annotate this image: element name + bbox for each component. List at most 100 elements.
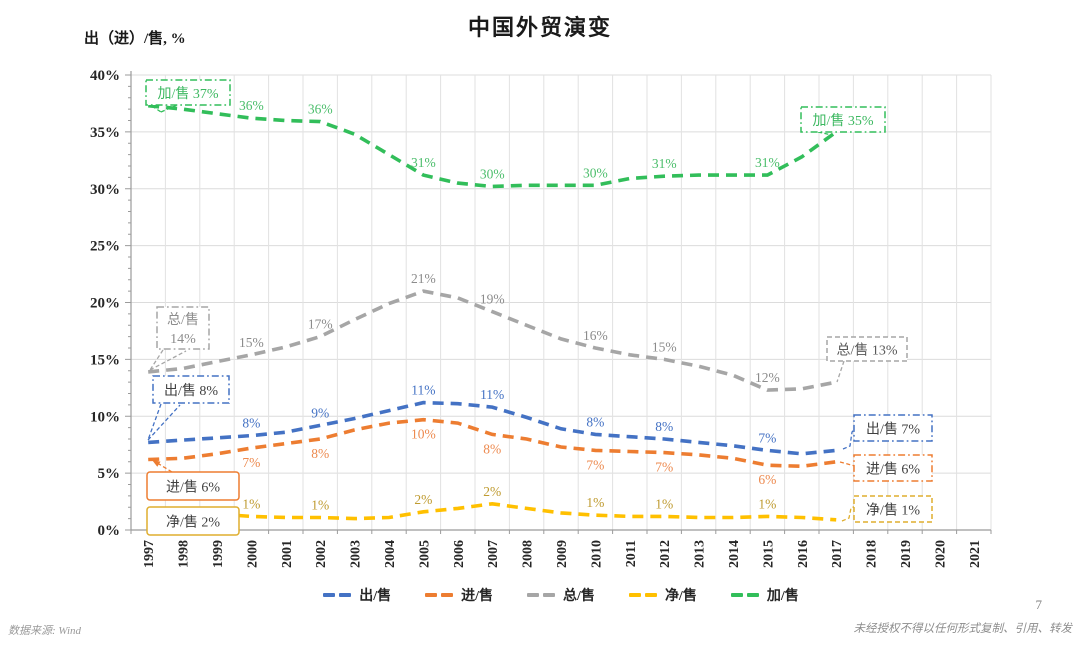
x-tick-label: 2012 <box>658 540 673 568</box>
y-tick-label: 5% <box>98 466 121 482</box>
legend-item-净/售: 净/售 <box>628 585 697 605</box>
point-label: 9% <box>311 405 329 420</box>
legend-label: 出/售 <box>359 589 392 604</box>
y-tick-label: 0% <box>98 523 121 539</box>
callout-leader <box>836 360 845 383</box>
callout-box <box>146 506 240 536</box>
x-tick-label: 2013 <box>693 540 708 568</box>
series-line-出/售 <box>148 400 837 456</box>
legend-label: 净/售 <box>664 589 697 604</box>
x-tick-label: 2016 <box>796 540 811 568</box>
legend-dash-icon <box>730 593 759 597</box>
point-label: 8% <box>311 446 329 461</box>
series-line-净/售 <box>148 501 837 522</box>
point-label: 31% <box>755 155 780 170</box>
legend-dash-segment <box>441 593 454 597</box>
point-label: 1% <box>655 496 673 511</box>
callout-label: 总/售 13% <box>836 343 897 359</box>
point-label: 10% <box>411 427 436 442</box>
x-tick-label: 2017 <box>830 540 845 568</box>
x-tick-label: 2011 <box>624 540 639 567</box>
y-tick-label: 35% <box>90 125 120 141</box>
legend-dash-segment <box>527 593 540 597</box>
legend: 出/售 进/售 总/售 净/售 加/售 <box>131 585 991 605</box>
callout-leader <box>147 404 181 441</box>
point-label: 12% <box>755 370 780 385</box>
y-tick-label: 40% <box>90 68 120 84</box>
legend-dash-segment <box>628 593 641 597</box>
point-label: 1% <box>311 497 329 512</box>
callout-box <box>853 454 933 482</box>
point-label: 17% <box>308 317 333 332</box>
callout-label: 出/售 7% <box>866 422 920 438</box>
callout-box <box>152 375 230 404</box>
callout-box <box>156 306 210 350</box>
legend-dash-segment <box>339 593 352 597</box>
callout-box <box>146 471 240 501</box>
point-label: 2% <box>483 484 501 499</box>
point-label: 8% <box>655 419 673 434</box>
y-tick-label: 15% <box>90 352 120 368</box>
point-label: 8% <box>242 416 260 431</box>
callout-label: 进/售 6% <box>866 462 920 478</box>
x-tick-label: 2015 <box>761 540 776 568</box>
x-tick-label: 2008 <box>521 540 536 568</box>
legend-dash-icon <box>628 593 657 597</box>
chart-title: 中国外贸演变 <box>467 15 612 40</box>
series-line-加/售 <box>148 103 838 189</box>
point-label: 7% <box>758 430 776 445</box>
y-tick-label: 10% <box>90 409 120 425</box>
point-label: 36% <box>239 98 264 113</box>
x-tick-label: 2018 <box>865 540 880 568</box>
legend-dash-icon <box>323 593 352 597</box>
legend-dash-segment <box>543 593 556 597</box>
x-tick-label: 2006 <box>452 540 467 568</box>
y-tick-label: 30% <box>90 182 120 198</box>
point-label: 8% <box>483 441 501 456</box>
callout-label: 净/售 1% <box>866 503 920 519</box>
point-label: 31% <box>411 155 436 170</box>
page-number: 7 <box>1035 597 1043 612</box>
legend-dash-segment <box>644 593 657 597</box>
legend-dash-segment <box>323 593 336 597</box>
callout-box <box>826 336 908 362</box>
legend-item-出/售: 出/售 <box>323 585 391 605</box>
legend-item-加/售: 加/售 <box>730 585 799 605</box>
x-tick-label: 1997 <box>142 540 157 568</box>
legend-item-进/售: 进/售 <box>425 585 493 605</box>
x-tick-label: 2020 <box>933 540 948 568</box>
legend-dash-icon <box>425 593 454 597</box>
callout-leader <box>153 460 173 473</box>
point-label: 2% <box>414 492 432 507</box>
point-label: 7% <box>586 457 604 472</box>
point-label: 36% <box>308 102 333 117</box>
x-tick-label: 2000 <box>245 540 260 568</box>
legend-dash-segment <box>746 593 759 597</box>
point-label: 19% <box>480 292 505 307</box>
point-label: 31% <box>652 156 677 171</box>
callout-label: 加/售 35% <box>812 113 873 129</box>
point-label: 11% <box>480 387 504 402</box>
point-label: 11% <box>411 383 435 398</box>
x-tick-label: 2019 <box>899 540 914 568</box>
legend-dash-icon <box>527 593 556 597</box>
callout-leader <box>842 427 857 450</box>
legend-dash-segment <box>425 593 438 597</box>
point-label: 7% <box>242 455 260 470</box>
x-tick-label: 2001 <box>280 540 295 568</box>
y-tick-label: 25% <box>90 239 120 255</box>
callout-box <box>853 495 933 523</box>
callout-label: 出/售 8% <box>164 383 218 399</box>
x-tick-label: 2021 <box>968 540 983 568</box>
y-axis-title: 出（进）/售, % <box>84 31 186 47</box>
callout-leader <box>160 104 178 113</box>
callout-box <box>853 414 933 442</box>
legend-label: 进/售 <box>461 589 494 604</box>
legend-label: 总/售 <box>563 589 595 604</box>
callout-label: 总/售 <box>167 312 199 328</box>
callout-label: 净/售 2% <box>166 515 220 531</box>
callout-label: 进/售 6% <box>166 480 220 496</box>
point-label: 1% <box>242 496 260 511</box>
